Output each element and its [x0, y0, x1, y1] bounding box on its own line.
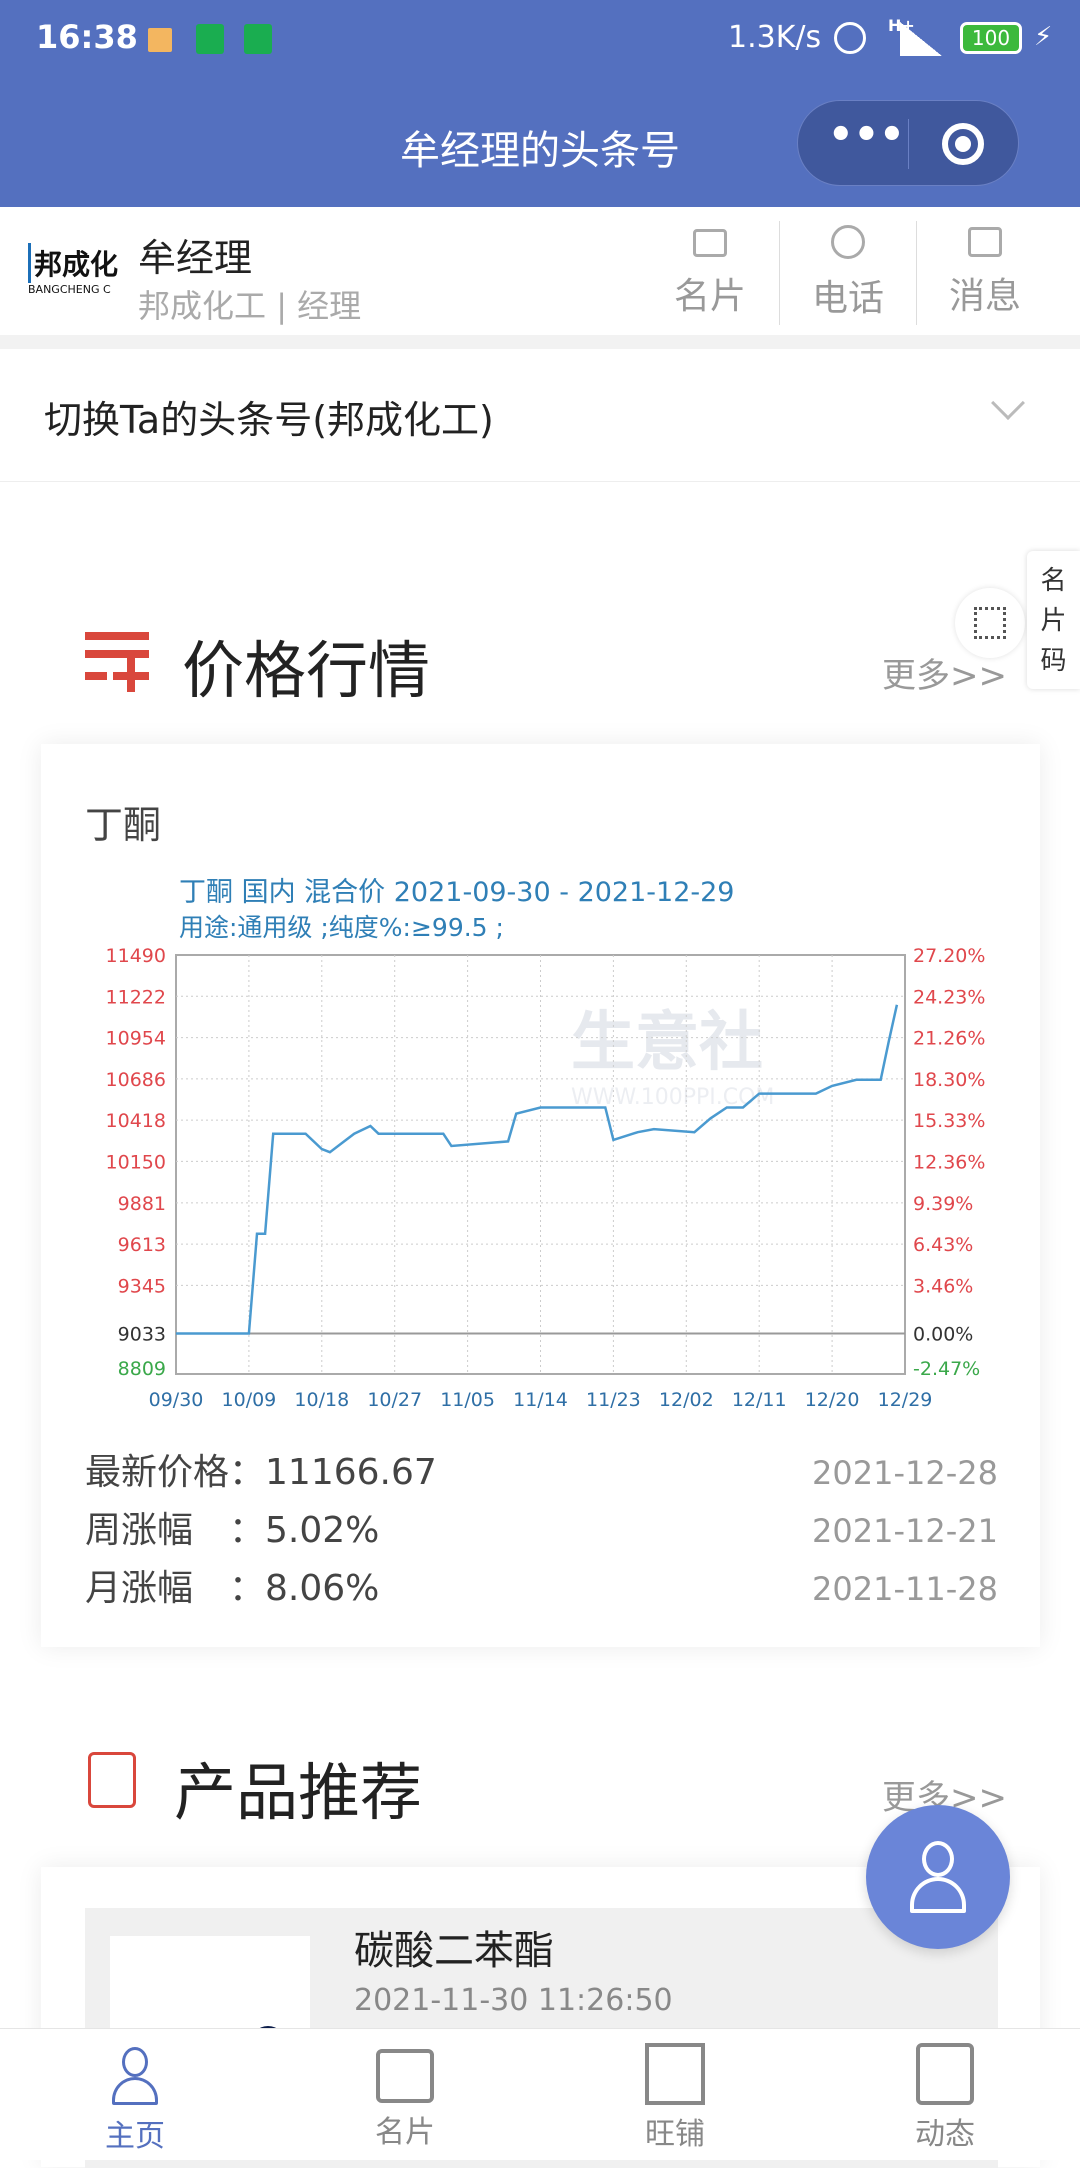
y-right-tick: -2.47% [913, 1358, 980, 1380]
qr-code-icon [974, 607, 1006, 639]
y-left-tick: 10954 [106, 1028, 166, 1050]
stat-month: 月涨幅 ：8.06% [85, 1560, 437, 1618]
y-left-tick: 10418 [106, 1110, 166, 1132]
y-right-tick: 24.23% [913, 986, 985, 1008]
y-right-tick: 15.33% [913, 1110, 985, 1132]
tab-news[interactable]: 动态 [845, 2041, 1045, 2153]
x-tick: 11/05 [440, 1389, 495, 1411]
price-section-title: 价格行情 [182, 620, 430, 710]
y-right-tick: 3.46% [913, 1275, 973, 1297]
y-left-tick: 10150 [106, 1151, 166, 1173]
y-left-tick: 9033 [118, 1323, 166, 1345]
stat-dates: 2021-12-28 2021-12-21 2021-11-28 [812, 1444, 998, 1618]
battery-icon: 100 [960, 22, 1022, 54]
tab-home[interactable]: 主页 [35, 2041, 235, 2155]
tab-card[interactable]: 名片 [305, 2041, 505, 2151]
alarm-icon [834, 22, 866, 54]
target-circle-icon[interactable] [942, 123, 984, 165]
status-time: 16:38 [36, 18, 138, 56]
y-left-tick: 11222 [106, 986, 166, 1008]
card-icon [693, 229, 727, 257]
y-left-tick: 8809 [118, 1358, 166, 1380]
charging-icon: ⚡ [1034, 22, 1052, 52]
cube-icon [88, 1752, 136, 1808]
profile-header: 邦成化 BANGCHENG C 牟经理 邦成化工 | 经理 名片 电话 消息 [0, 207, 1080, 335]
y-right-tick: 0.00% [913, 1323, 973, 1345]
x-tick: 09/30 [149, 1389, 204, 1411]
stat-week: 周涨幅 ：5.02% [85, 1502, 437, 1560]
ellipsis-icon[interactable]: ••• [828, 125, 884, 161]
y-right-tick: 21.26% [913, 1028, 985, 1050]
network-speed: 1.3K/s [728, 20, 821, 55]
company-logo: 邦成化 BANGCHENG C [28, 243, 120, 303]
user-icon [922, 1841, 954, 1877]
y-left-tick: 9881 [118, 1193, 166, 1215]
qr-code-button[interactable] [955, 588, 1025, 658]
x-tick: 10/27 [367, 1389, 422, 1411]
chevron-down-icon [991, 386, 1025, 420]
notification-icon [148, 28, 172, 52]
x-tick: 12/11 [732, 1389, 787, 1411]
x-tick: 10/09 [222, 1389, 277, 1411]
stats: 最新价格：11166.67 周涨幅 ：5.02% 月涨幅 ：8.06% [85, 1444, 437, 1618]
product-section-title: 产品推荐 [174, 1742, 422, 1832]
switch-account-row[interactable]: 切换Ta的头条号(邦成化工) [0, 349, 1080, 482]
phone-notification-icon [244, 24, 272, 54]
contact-company: 邦成化工 | 经理 [138, 281, 361, 327]
contact-fab[interactable] [866, 1805, 1010, 1949]
phone-icon [831, 225, 865, 259]
product-date: 2021-11-30 11:26:50 [354, 1984, 673, 2018]
y-right-tick: 6.43% [913, 1234, 973, 1256]
miniprogram-capsule: ••• [797, 100, 1019, 186]
x-tick: 11/14 [513, 1389, 568, 1411]
contact-name: 牟经理 [138, 227, 252, 282]
card-code-tab[interactable]: 名片码 [1027, 551, 1080, 689]
nav-bar: 牟经理的头条号 ••• [0, 82, 1080, 207]
building-icon [645, 2043, 705, 2105]
x-tick: 12/29 [878, 1389, 933, 1411]
y-left-tick: 10686 [106, 1069, 166, 1091]
x-tick: 10/18 [294, 1389, 349, 1411]
product-title: 碳酸二苯酯 [354, 1928, 554, 1974]
y-right-tick: 9.39% [913, 1193, 973, 1215]
stat-latest: 最新价格：11166.67 [85, 1444, 437, 1502]
price-section-icon [85, 632, 149, 692]
signal-icon [900, 22, 942, 56]
price-card[interactable]: 丁酮 丁酮 国内 混合价 2021-09-30 - 2021-12-29 用途:… [41, 744, 1040, 1647]
switch-label: 切换Ta的头条号(邦成化工) [44, 389, 494, 444]
x-tick: 12/02 [659, 1389, 714, 1411]
y-right-tick: 18.30% [913, 1069, 985, 1091]
phone-action-button[interactable]: 电话 [780, 221, 916, 321]
y-right-tick: 27.20% [913, 945, 985, 967]
x-tick: 11/23 [586, 1389, 641, 1411]
separator [0, 335, 1080, 349]
news-icon [916, 2043, 974, 2105]
message-icon [968, 227, 1002, 257]
card-icon [376, 2049, 434, 2103]
x-tick: 12/20 [805, 1389, 860, 1411]
y-left-tick: 9345 [118, 1275, 166, 1297]
chart-watermark: 生意社 [571, 1006, 763, 1080]
y-left-tick: 11490 [106, 945, 166, 967]
user-icon [110, 2047, 160, 2107]
message-action-button[interactable]: 消息 [917, 221, 1053, 319]
price-line [176, 1005, 897, 1334]
status-bar: 16:38 1.3K/s H+ 100 ⚡ [0, 0, 1080, 82]
card-action-button[interactable]: 名片 [642, 221, 778, 319]
tab-shop[interactable]: 旺铺 [575, 2041, 775, 2153]
phone-notification-icon [196, 24, 224, 54]
y-left-tick: 9613 [118, 1234, 166, 1256]
y-right-tick: 12.36% [913, 1151, 985, 1173]
capsule-divider [908, 119, 909, 169]
bottom-nav: 主页 名片 旺铺 动态 [0, 2028, 1080, 2160]
